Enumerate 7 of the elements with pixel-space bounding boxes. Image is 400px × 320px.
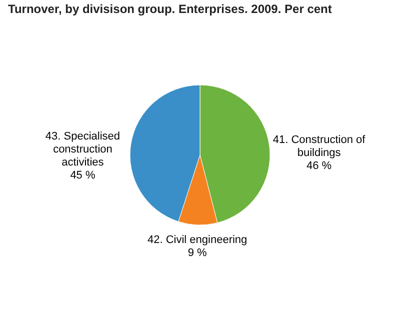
data-label: 45 % <box>70 169 96 182</box>
slice-label: 42. Civil engineering <box>147 234 248 246</box>
slice-label: 43. Specialised construction activities <box>45 130 120 168</box>
data-label: 9 % <box>188 246 208 259</box>
chart-title: Turnover, by divisison group. Enterprises. 2009. Per cent <box>8 2 332 16</box>
slice-label: 41. Construction of buildings <box>272 134 366 159</box>
data-label: 46 % <box>306 160 332 172</box>
